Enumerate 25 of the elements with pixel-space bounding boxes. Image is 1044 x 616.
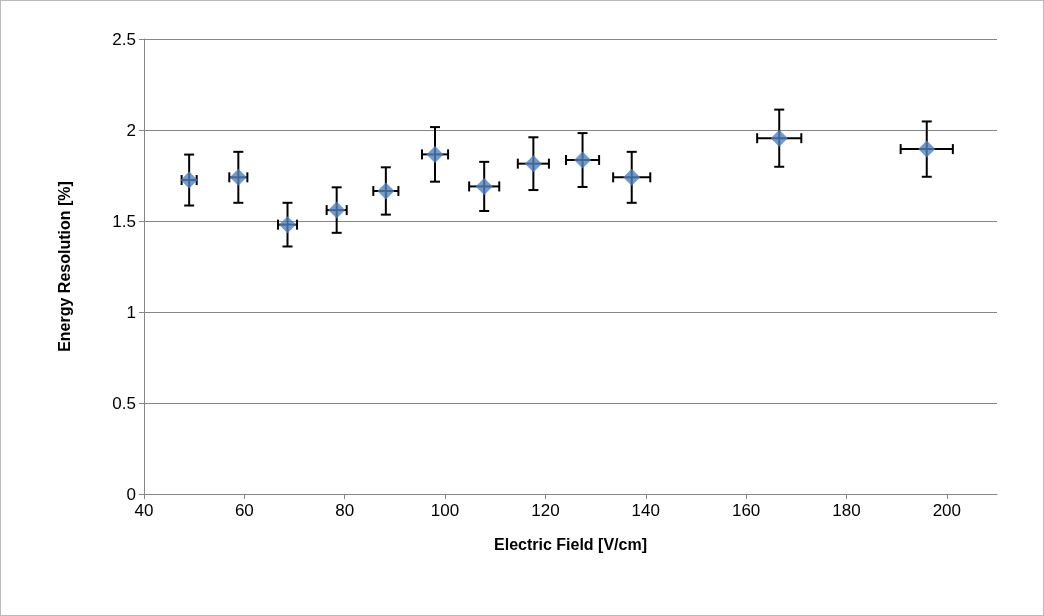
x-tick-label: 80 [335, 501, 355, 520]
x-tick-label: 100 [430, 501, 460, 520]
point [623, 168, 641, 186]
point [475, 177, 493, 195]
y-tick-label: 0 [126, 484, 136, 504]
point [524, 155, 542, 173]
point [770, 129, 788, 147]
y-tick-label: 1 [126, 302, 136, 322]
y-tick-label: 2 [126, 120, 136, 140]
x-tick-label: 120 [531, 501, 560, 520]
x-tick-label: 40 [134, 501, 154, 520]
y-tick-label: 1.5 [112, 211, 136, 231]
x-tick-label: 200 [932, 501, 962, 520]
y-tick-label: 2.5 [112, 29, 136, 49]
point [377, 182, 395, 200]
x-tick-label: 60 [234, 501, 254, 520]
x-tick-label: 180 [832, 501, 861, 520]
y-tick-label: 0.5 [112, 393, 136, 413]
point [574, 151, 592, 169]
point [918, 140, 936, 158]
x-tick-label: 160 [731, 501, 761, 520]
point [426, 145, 444, 163]
x-axis-title: Electric Field [V/cm] [494, 535, 647, 553]
x-tick-label: 140 [631, 501, 660, 520]
y-axis-title: Energy Resolution [%] [55, 181, 73, 352]
